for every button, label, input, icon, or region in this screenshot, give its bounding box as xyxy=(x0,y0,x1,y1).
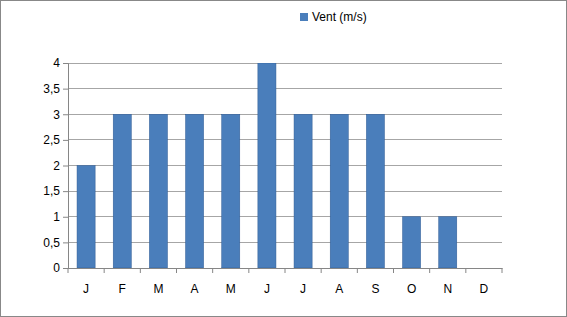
y-tick: 0 xyxy=(53,261,68,275)
y-tick-mark xyxy=(63,166,68,167)
x-boundary-tick xyxy=(212,268,213,273)
x-tick-label: N xyxy=(443,282,452,296)
x-tick-label: M xyxy=(153,282,163,296)
x-boundary-tick xyxy=(285,268,286,273)
bar xyxy=(149,114,167,268)
x-boundary-tick xyxy=(176,268,177,273)
y-tick: 0,5 xyxy=(43,236,68,250)
x-tick-label: A xyxy=(191,282,199,296)
y-tick-mark xyxy=(63,268,68,269)
y-tick-mark xyxy=(63,217,68,218)
grid-line xyxy=(68,88,502,89)
bar xyxy=(77,166,95,269)
plot: 0 0,5 1 1,5 2 2,5 3 3,5 4 J F M A M J J A S O N D xyxy=(43,56,502,295)
x-tick: M xyxy=(153,268,163,296)
bar xyxy=(258,63,276,268)
grid-line xyxy=(68,114,502,115)
y-tick: 4 xyxy=(53,56,68,70)
chart: 0 0,5 1 1,5 2 2,5 3 3,5 4 J F M A M J J A S O N D Vent (m/s) xyxy=(0,0,567,317)
y-tick-mark xyxy=(63,89,68,90)
bar xyxy=(294,114,312,268)
y-tick-label: 1,5 xyxy=(43,184,60,198)
y-tick-mark xyxy=(63,63,68,64)
x-boundary-tick xyxy=(393,268,394,273)
y-tick: 1,5 xyxy=(43,184,68,198)
y-axis: 0 0,5 1 1,5 2 2,5 3 3,5 4 xyxy=(43,56,68,275)
y-tick-label: 0,5 xyxy=(43,236,60,250)
grid-line xyxy=(68,216,502,217)
y-tick-mark xyxy=(63,114,68,115)
x-boundary-tick xyxy=(68,268,69,273)
x-tick-label: J xyxy=(264,282,270,296)
chart-frame xyxy=(1,1,567,317)
y-tick: 1 xyxy=(53,210,68,224)
x-tick-label: F xyxy=(119,282,126,296)
y-tick-label: 3 xyxy=(53,108,60,122)
x-tick: A xyxy=(191,268,199,296)
x-boundary-tick xyxy=(104,268,105,273)
x-boundary-tick xyxy=(429,268,430,273)
x-boundary-tick xyxy=(140,268,141,273)
x-tick: M xyxy=(226,268,236,296)
x-tick-label: D xyxy=(480,282,489,296)
x-tick: D xyxy=(480,268,489,296)
bar xyxy=(222,114,240,268)
legend: Vent (m/s) xyxy=(300,10,367,24)
bar xyxy=(330,114,348,268)
y-tick-label: 1 xyxy=(53,210,60,224)
y-tick: 2,5 xyxy=(43,133,68,147)
y-tick-label: 0 xyxy=(53,261,60,275)
y-tick: 2 xyxy=(53,159,68,173)
x-tick: S xyxy=(371,268,379,296)
bar xyxy=(403,217,421,268)
x-boundary-tick xyxy=(248,268,249,273)
x-tick-label: O xyxy=(407,282,416,296)
x-tick: J xyxy=(83,268,89,296)
x-tick: N xyxy=(443,268,452,296)
x-boundary-tick xyxy=(357,268,358,273)
y-tick-label: 3,5 xyxy=(43,82,60,96)
x-tick: J xyxy=(264,268,270,296)
x-axis: JFMAMJJASOND xyxy=(68,268,503,296)
bar xyxy=(366,114,384,268)
x-tick-label: M xyxy=(226,282,236,296)
x-boundary-tick xyxy=(465,268,466,273)
x-boundary-ticks xyxy=(68,268,502,273)
x-tick-label: J xyxy=(300,282,306,296)
grid-line xyxy=(68,191,502,192)
grid xyxy=(68,63,502,268)
bar xyxy=(439,217,457,268)
grid-line xyxy=(68,139,502,140)
x-tick-label: S xyxy=(371,282,379,296)
x-boundary-tick xyxy=(321,268,322,273)
bar xyxy=(113,114,131,268)
y-tick: 3 xyxy=(53,108,68,122)
y-tick-label: 2 xyxy=(53,159,60,173)
x-tick: O xyxy=(407,268,416,296)
y-tick-mark xyxy=(63,242,68,243)
legend-swatch xyxy=(300,13,308,21)
y-tick: 3,5 xyxy=(43,82,68,96)
bar xyxy=(475,268,493,269)
bar xyxy=(186,114,204,268)
x-boundary-tick xyxy=(502,268,503,273)
bars xyxy=(77,63,457,268)
grid-line xyxy=(68,165,502,166)
grid-line xyxy=(68,242,502,243)
y-tick-mark xyxy=(63,191,68,192)
legend-label: Vent (m/s) xyxy=(312,10,367,24)
grid-line xyxy=(68,63,502,64)
x-tick: F xyxy=(119,268,126,296)
x-tick-label: J xyxy=(83,282,89,296)
y-tick-label: 4 xyxy=(53,56,60,70)
x-tick: J xyxy=(300,268,306,296)
y-axis-line xyxy=(63,64,69,269)
x-tick: A xyxy=(335,268,343,296)
y-tick-mark xyxy=(63,140,68,141)
y-tick-label: 2,5 xyxy=(43,133,60,147)
x-tick-label: A xyxy=(335,282,343,296)
